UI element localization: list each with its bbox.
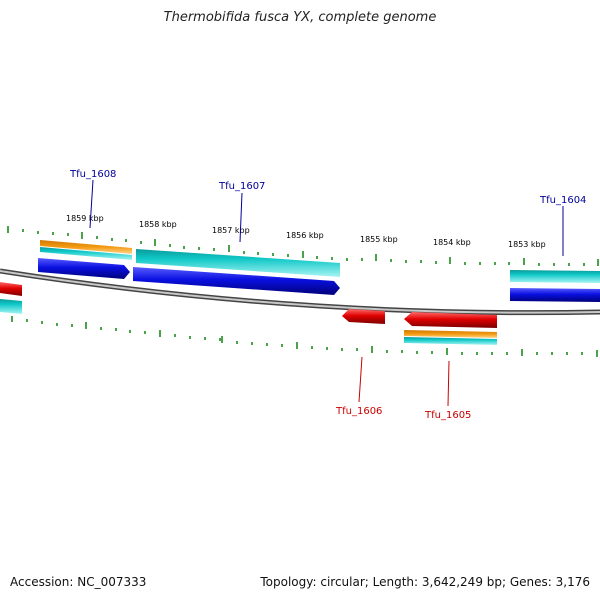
gene-arrow-tfu1605[interactable] — [404, 312, 497, 328]
gene-arrow-tfu1608[interactable] — [38, 258, 130, 279]
cds-cyan-left-edge[interactable] — [0, 299, 22, 314]
label-leaders — [89, 179, 564, 407]
gene-label-tfu1607[interactable]: Tfu_1607 — [218, 181, 265, 192]
accession-text: Accession: NC_007333 — [10, 575, 147, 589]
cds-cyan-tfu1604[interactable] — [510, 270, 600, 283]
cds-track-reverse — [0, 299, 497, 345]
gene-arrow-tfu1607[interactable] — [133, 267, 340, 295]
gene-label-tfu1608[interactable]: Tfu_1608 — [69, 169, 116, 180]
genome-summary-text: Topology: circular; Length: 3,642,249 bp… — [260, 575, 590, 589]
gene-arrow-tfu1606[interactable] — [342, 309, 385, 324]
map-title: Thermobifida fusca YX, complete genome — [163, 10, 437, 25]
tick-label-1853: 1853 kbp — [508, 240, 546, 249]
gene-arrow-left-edge[interactable] — [0, 282, 22, 296]
cds-track-forward — [40, 240, 600, 283]
cds-cyan-tfu1607[interactable] — [136, 249, 340, 277]
tick-label-1859: 1859 kbp — [66, 214, 104, 223]
gene-arrow-tfu1604[interactable] — [510, 288, 600, 302]
cds-orange-tfu1608[interactable] — [40, 240, 132, 254]
cds-cyan-tfu1605[interactable] — [404, 337, 497, 345]
gene-track-forward — [38, 258, 600, 302]
gene-label-tfu1606[interactable]: Tfu_1606 — [335, 406, 382, 417]
gene-label-tfu1604[interactable]: Tfu_1604 — [539, 195, 586, 206]
cds-cyan-tfu1608[interactable] — [40, 247, 132, 260]
tick-label-1854: 1854 kbp — [433, 238, 471, 247]
cds-orange-tfu1605[interactable] — [404, 330, 497, 338]
scale-ticks-outer — [7, 226, 599, 266]
tick-label-1858: 1858 kbp — [139, 220, 177, 229]
tick-label-1855: 1855 kbp — [360, 235, 398, 244]
chromosome-backbone — [0, 268, 600, 316]
scale-ticks-inner — [11, 316, 598, 357]
gene-track-reverse — [0, 282, 497, 328]
tick-label-1857: 1857 kbp — [212, 226, 250, 235]
gene-label-tfu1605[interactable]: Tfu_1605 — [424, 410, 471, 421]
tick-label-1856: 1856 kbp — [286, 231, 324, 240]
